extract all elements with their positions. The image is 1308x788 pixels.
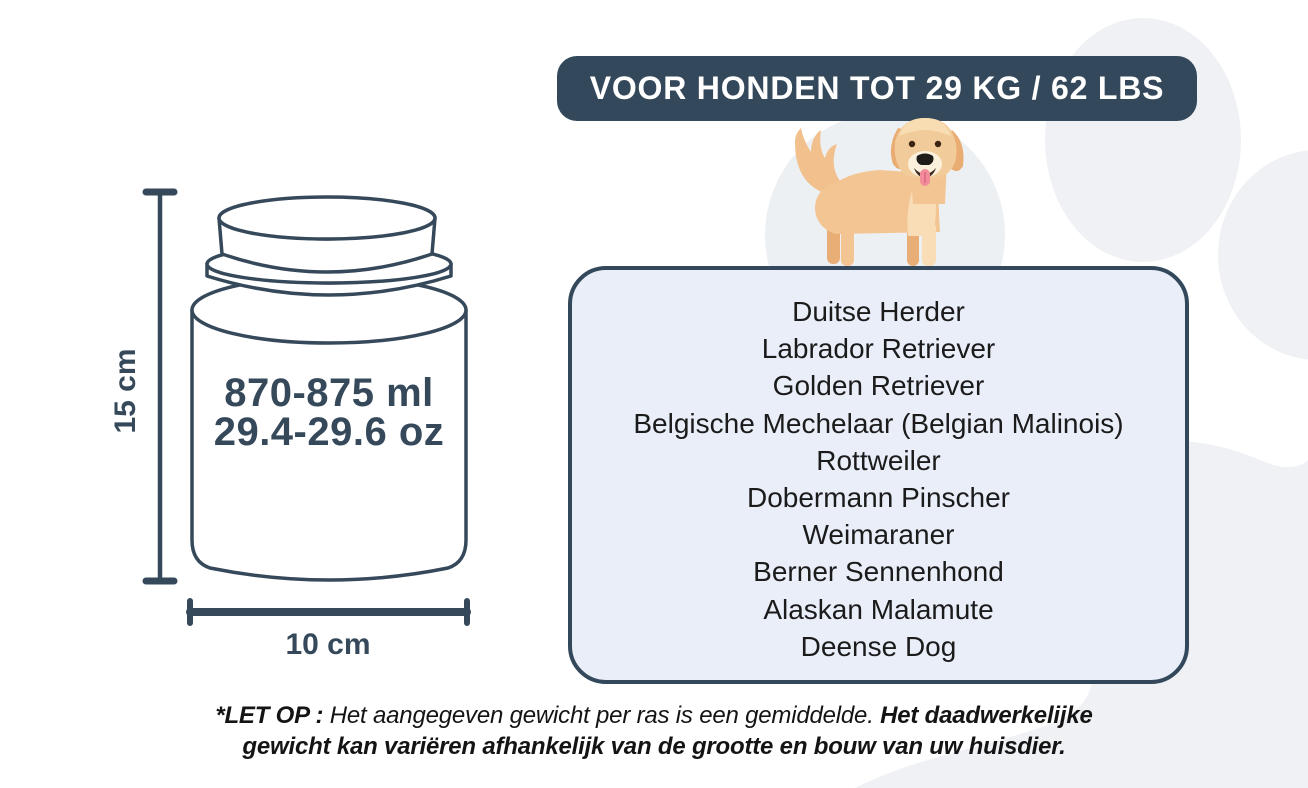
breed-item: Deense Dog — [800, 630, 957, 662]
footnote-emphasis: Het daadwerkelijke gewicht kan variëren … — [242, 702, 1093, 760]
width-dimension-line — [186, 598, 471, 626]
header-banner: VOOR HONDEN TOT 29 KG / 62 LBS — [557, 56, 1197, 121]
capacity-oz: 29.4-29.6 oz — [213, 410, 445, 454]
breed-item: Golden Retriever — [772, 370, 985, 402]
breed-item: Alaskan Malamute — [763, 593, 994, 625]
footnote-text: Het aangegeven gewicht per ras is een ge… — [329, 702, 874, 729]
breed-item: Rottweiler — [816, 444, 941, 476]
breed-item: Belgische Mechelaar (Belgian Malinois) — [633, 407, 1124, 439]
breed-list-box: Duitse Herder Labrador Retriever Golden … — [568, 266, 1189, 684]
breed-item: Duitse Herder — [792, 295, 965, 327]
breed-item: Labrador Retriever — [761, 333, 996, 365]
jar-illustration — [142, 188, 471, 626]
jar-capacity: 870-875 ml 29.4-29.6 oz — [190, 371, 468, 454]
breed-item: Berner Sennenhond — [753, 556, 1004, 588]
height-dimension-line — [142, 188, 178, 585]
footnote-label: *LET OP : — [215, 702, 324, 729]
height-label: 15 cm — [109, 348, 142, 434]
diameter-label: 10 cm — [285, 628, 371, 661]
footnote: *LET OP : Het aangegeven gewicht per ras… — [189, 700, 1119, 762]
breed-item: Weimaraner — [802, 519, 955, 551]
capacity-ml: 870-875 ml — [224, 371, 434, 415]
header-title: VOOR HONDEN TOT 29 KG / 62 LBS — [589, 70, 1165, 106]
breed-item: Dobermann Pinscher — [746, 482, 1011, 513]
golden-retriever-icon — [795, 118, 964, 266]
